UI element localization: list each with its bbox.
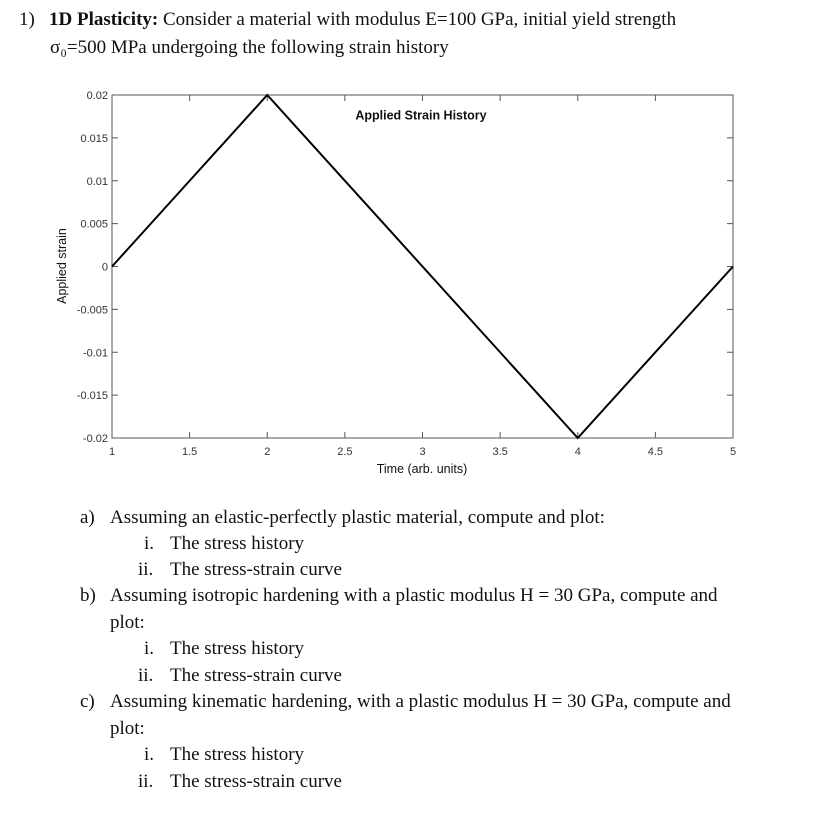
part-b-text-line2: plot: bbox=[110, 612, 145, 633]
question-title: 1D Plasticity: bbox=[49, 9, 159, 30]
x-tick-label: 2 bbox=[264, 446, 270, 458]
x-tick-label: 3 bbox=[419, 446, 425, 458]
y-tick-label: 0 bbox=[102, 262, 108, 274]
x-tick-label: 1 bbox=[109, 446, 115, 458]
part-c-sub-i-text: The stress history bbox=[170, 744, 305, 765]
chart-ticks: 1 1.5 2 2.5 3 3.5 4 4.5 5 0.02 0.015 0.01 0.005 0 -0.0… bbox=[77, 90, 736, 458]
y-tick-label: -0.02 bbox=[83, 433, 108, 445]
x-tick-label: 5 bbox=[730, 446, 736, 458]
chart-title: Applied Strain History bbox=[355, 109, 486, 123]
part-b-sub-i-label: i. bbox=[144, 638, 155, 659]
part-c-text-line1: Assuming kinematic hardening, with a pla… bbox=[110, 691, 731, 712]
chart-series bbox=[111, 93, 734, 440]
part-a-text: Assuming an elastic-perfectly plastic ma… bbox=[110, 507, 605, 528]
strain-history-chart: 1 1.5 2 2.5 3 3.5 4 4.5 5 0.02 0.015 0.01 0.005 0 -0.0… bbox=[55, 90, 736, 476]
part-c-text-line2: plot: bbox=[110, 718, 145, 739]
x-tick-label: 4 bbox=[575, 446, 581, 458]
part-b-sub-ii-label: ii. bbox=[138, 665, 154, 686]
y-tick-label: 0.005 bbox=[80, 219, 108, 231]
y-tick-label: -0.01 bbox=[83, 347, 108, 359]
question-header: 1) 1D Plasticity: Consider a material wit… bbox=[19, 6, 676, 34]
part-a-sub-i-text: The stress history bbox=[170, 533, 305, 554]
y-tick-label: 0.01 bbox=[87, 176, 108, 188]
part-b-sub-ii-text: The stress-strain curve bbox=[170, 665, 342, 686]
part-a-sub-i-label: i. bbox=[144, 533, 155, 554]
part-a-label: a) bbox=[80, 507, 95, 528]
part-b-sub-i-text: The stress history bbox=[170, 638, 305, 659]
question-text-line1: Consider a material with modulus E=100 G… bbox=[158, 9, 677, 30]
part-c-sub-ii-text: The stress-strain curve bbox=[170, 771, 342, 792]
part-c-sub-ii-label: ii. bbox=[138, 771, 154, 792]
x-tick-label: 2.5 bbox=[337, 446, 352, 458]
question-text-line2: σ₀=500 MPa undergoing the following stra… bbox=[50, 37, 449, 58]
strain-series-line bbox=[111, 93, 734, 440]
part-b-text-line1: Assuming isotropic hardening with a plas… bbox=[110, 585, 718, 606]
x-tick-label: 4.5 bbox=[648, 446, 663, 458]
chart-xlabel: Time (arb. units) bbox=[377, 462, 468, 476]
y-tick-label: 0.015 bbox=[80, 133, 108, 145]
y-tick-label: -0.015 bbox=[77, 390, 108, 402]
part-a-sub-ii-label: ii. bbox=[138, 559, 154, 580]
part-c-sub-i-label: i. bbox=[144, 744, 155, 765]
question-number: 1) bbox=[19, 9, 35, 30]
x-tick-label: 3.5 bbox=[492, 446, 507, 458]
x-tick-label: 1.5 bbox=[182, 446, 197, 458]
y-tick-label: -0.005 bbox=[77, 304, 108, 316]
y-tick-label: 0.02 bbox=[87, 90, 108, 102]
chart-ylabel: Applied strain bbox=[55, 228, 69, 304]
part-c-label: c) bbox=[80, 691, 95, 712]
part-a-sub-ii-text: The stress-strain curve bbox=[170, 559, 342, 580]
part-b-label: b) bbox=[80, 585, 96, 606]
